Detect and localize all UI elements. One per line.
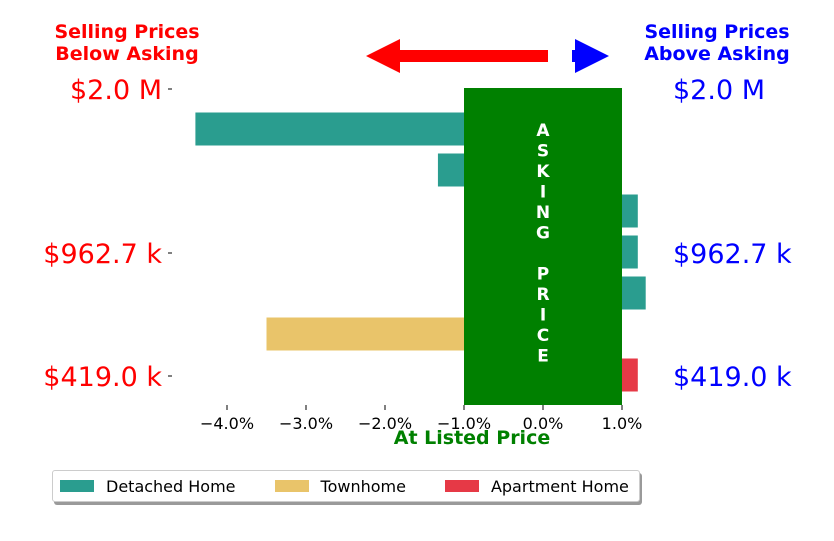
- y-tick-label-right: $962.7 k: [673, 239, 792, 270]
- legend-label-apartment: Apartment Home: [490, 476, 629, 496]
- y-tick-label-left: $2.0 M: [70, 75, 162, 106]
- legend-item-apartment: Apartment Home: [438, 477, 629, 496]
- legend-label-detached: Detached Home: [106, 476, 236, 496]
- x-tick-label: −3.0%: [279, 414, 333, 433]
- below-asking-title-line2: Below Asking: [55, 43, 198, 65]
- x-tick-label: 0.0%: [523, 414, 564, 433]
- legend-label-townhome: Townhome: [320, 476, 406, 496]
- above-asking-title-line2: Above Asking: [644, 43, 790, 65]
- legend: Detached Home Townhome Apartment Home: [52, 470, 640, 502]
- asking-price-letter: N: [536, 203, 550, 223]
- y-tick-label-right: $419.0 k: [673, 362, 792, 393]
- asking-price-letter: P: [537, 265, 549, 285]
- y-tick-label-right: $2.0 M: [673, 75, 765, 106]
- right-arrow-icon: [572, 39, 609, 73]
- asking-price-letter: C: [537, 326, 549, 346]
- x-axis: −4.0% −3.0% −2.0% −1.0% 0.0% 1.0%: [200, 405, 642, 433]
- x-tick-label: 1.0%: [602, 414, 643, 433]
- legend-swatch-apartment: [444, 480, 479, 492]
- x-tick-label: −4.0%: [200, 414, 254, 433]
- x-tick-label: −2.0%: [358, 414, 412, 433]
- legend-swatch-townhome: [274, 480, 309, 492]
- legend-item-detached: Detached Home: [53, 477, 236, 496]
- asking-price-letter: A: [536, 121, 550, 141]
- asking-price-letter: G: [536, 224, 550, 244]
- asking-price-letter: E: [537, 347, 549, 367]
- asking-price-letter: I: [540, 183, 546, 203]
- above-asking-title-line1: Selling Prices: [644, 21, 789, 43]
- y-tick-label-left: $419.0 k: [43, 362, 162, 393]
- x-tick-label: −1.0%: [437, 414, 491, 433]
- y-tick-label-left: $962.7 k: [43, 239, 162, 270]
- asking-price-letter: I: [540, 306, 546, 326]
- legend-swatch-detached: [60, 480, 94, 492]
- asking-price-letter: S: [537, 142, 549, 162]
- x-axis-label: At Listed Price: [394, 427, 550, 449]
- asking-price-letter: K: [536, 162, 550, 182]
- below-asking-title-line1: Selling Prices: [54, 21, 199, 43]
- legend-item-townhome: Townhome: [268, 477, 406, 496]
- asking-price-letter: R: [536, 285, 549, 305]
- asking-price-band: [464, 88, 622, 405]
- y-axis: $2.0 M $962.7 k $419.0 k $2.0 M $962.7 k $419…: [43, 75, 792, 393]
- left-arrow-icon: [366, 39, 548, 73]
